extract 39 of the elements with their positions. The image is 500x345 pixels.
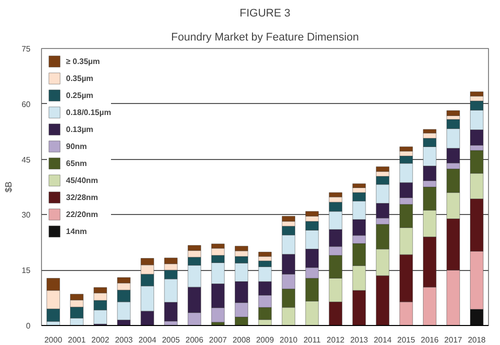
x-tick-label: 2002 [91, 336, 110, 344]
chart-subtitle: Foundry Market by Feature Dimension [171, 32, 359, 44]
chart-title: FIGURE 3 [240, 8, 290, 20]
x-tick-label: 2015 [397, 336, 416, 344]
x-tick-label: 2016 [420, 336, 440, 344]
y-tick-label: 0 [26, 322, 32, 330]
x-tick-label: 2018 [468, 336, 486, 344]
x-tick-label: 2005 [162, 336, 180, 344]
legend-label: 45/40nm [66, 174, 98, 186]
y-tick-label: 45 [22, 155, 32, 164]
y-axis-title: $B [4, 181, 14, 193]
x-tick-label: 2010 [280, 336, 298, 344]
legend-label: 0.18/0.15µm [66, 106, 112, 119]
x-tick-label: 2003 [114, 336, 134, 344]
legend-label: ≥ 0.35µm [66, 56, 100, 68]
x-tick-label: 2017 [444, 336, 463, 344]
x-tick-label: 2011 [303, 336, 322, 344]
legend-label: 0.13µm [66, 124, 94, 136]
x-tick-label: 2014 [374, 336, 392, 344]
y-tick-label: 30 [22, 210, 32, 220]
x-tick-label: 2007 [209, 336, 228, 344]
x-tick-label: 2009 [256, 336, 274, 344]
x-tick-label: 2008 [232, 336, 251, 344]
x-tick-label: 2006 [186, 336, 204, 344]
legend-label: 0.35µm [66, 72, 94, 85]
legend-label: 14nm [66, 226, 87, 238]
x-tick-label: 2013 [350, 336, 369, 344]
legend-label: 22/20nm [66, 208, 98, 220]
legend-label: 65nm [66, 158, 87, 170]
y-tick-label: 75 [22, 44, 32, 54]
legend-label: 0.25µm [66, 90, 94, 102]
y-tick-label: 15 [22, 266, 32, 276]
legend-label: 90nm [66, 140, 87, 152]
y-tick-label: 60 [22, 100, 32, 109]
legend-label: 32/28nm [66, 192, 98, 204]
x-tick-label: 2004 [138, 336, 157, 344]
x-tick-label: 2001 [68, 336, 86, 344]
x-tick-label: 2012 [326, 336, 346, 344]
x-tick-label: 2000 [44, 336, 63, 344]
